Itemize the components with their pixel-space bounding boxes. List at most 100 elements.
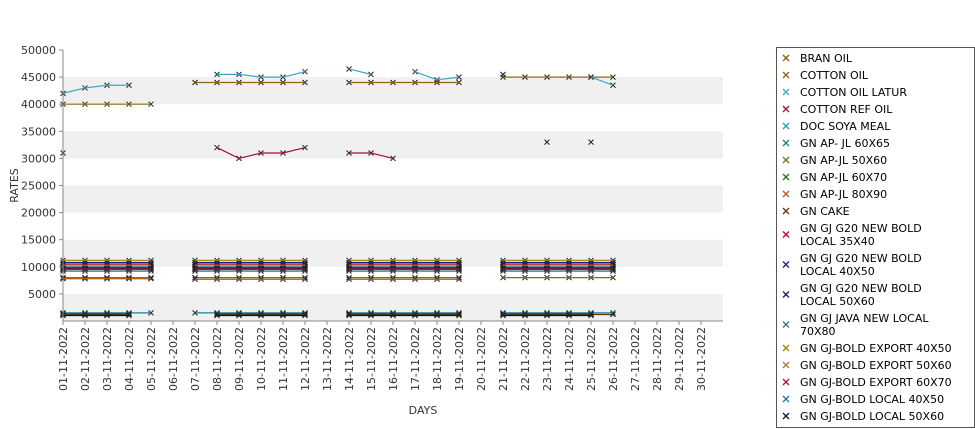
legend-marker bbox=[782, 207, 790, 215]
legend-marker bbox=[782, 291, 790, 298]
legend-label: GN GJ G20 NEW BOLD bbox=[800, 222, 922, 235]
legend-marker bbox=[782, 71, 790, 79]
legend-marker bbox=[782, 321, 790, 328]
legend-marker bbox=[782, 361, 790, 369]
x-axis-title: DAYS bbox=[409, 404, 438, 417]
data-point-marker bbox=[588, 139, 594, 145]
x-tick-label: 02-11-2022 bbox=[79, 327, 92, 391]
legend-marker bbox=[782, 88, 790, 96]
series-group bbox=[60, 275, 462, 283]
x-tick-label: 21-11-2022 bbox=[497, 327, 510, 391]
data-point-marker bbox=[544, 139, 550, 145]
legend-label: COTTON OIL LATUR bbox=[800, 86, 907, 99]
series-group bbox=[60, 311, 594, 317]
axes: 5000 10000 15000 20000 25000 30000 35000 40000 4… bbox=[21, 44, 723, 391]
x-tick-label: 11-11-2022 bbox=[277, 327, 290, 391]
y-tick-label: 50000 bbox=[21, 44, 56, 57]
grid-band bbox=[63, 131, 723, 159]
legend-label: GN GJ-BOLD EXPORT 40X50 bbox=[800, 342, 952, 355]
x-tick-label: 19-11-2022 bbox=[453, 327, 466, 391]
legend-marker bbox=[782, 378, 790, 386]
x-tick-label: 22-11-2022 bbox=[519, 327, 532, 391]
x-tick-label: 12-11-2022 bbox=[299, 327, 312, 391]
x-tick-label: 16-11-2022 bbox=[387, 327, 400, 391]
legend-label: GN AP-JL 80X90 bbox=[800, 188, 887, 201]
y-tick-label: 15000 bbox=[21, 234, 56, 247]
x-tick-label: 10-11-2022 bbox=[255, 327, 268, 391]
legend-label: LOCAL 35X40 bbox=[800, 235, 875, 248]
legend-label: GN CAKE bbox=[800, 205, 850, 218]
x-tick-label: 07-11-2022 bbox=[189, 327, 202, 391]
legend-marker bbox=[782, 156, 790, 164]
series-line bbox=[414, 71, 460, 81]
legend-marker bbox=[782, 173, 790, 181]
x-tick-label: 06-11-2022 bbox=[167, 327, 180, 391]
x-tick-label: 25-11-2022 bbox=[585, 327, 598, 391]
legend-label: GN AP- JL 60X65 bbox=[800, 137, 890, 150]
legend-label: COTTON OIL bbox=[800, 69, 869, 82]
x-tick-label: 14-11-2022 bbox=[343, 327, 356, 391]
y-tick-label: 25000 bbox=[21, 180, 56, 193]
legend-marker bbox=[782, 105, 790, 113]
y-tick-label: 5000 bbox=[28, 288, 56, 301]
series-line bbox=[348, 68, 372, 75]
legend-label: LOCAL 40X50 bbox=[800, 265, 875, 278]
y-tick-label: 45000 bbox=[21, 71, 56, 84]
series-line bbox=[216, 146, 306, 160]
series-line bbox=[590, 76, 614, 86]
legend-label: GN GJ JAVA NEW LOCAL bbox=[800, 312, 929, 325]
legend-label: GN GJ G20 NEW BOLD bbox=[800, 252, 922, 265]
x-tick-label: 23-11-2022 bbox=[541, 327, 554, 391]
x-tick-label: 17-11-2022 bbox=[409, 327, 422, 391]
x-tick-label: 20-11-2022 bbox=[475, 327, 488, 391]
grid-band bbox=[63, 185, 723, 213]
legend-label: GN GJ-BOLD EXPORT 60X70 bbox=[800, 376, 952, 389]
legend-label: DOC SOYA MEAL bbox=[800, 120, 891, 133]
legend-label: GN GJ G20 NEW BOLD bbox=[800, 282, 922, 295]
legend-label: BRAN OIL bbox=[800, 52, 853, 65]
x-tick-label: 30-11-2022 bbox=[695, 327, 708, 391]
x-tick-label: 04-11-2022 bbox=[123, 327, 136, 391]
x-tick-label: 08-11-2022 bbox=[211, 327, 224, 391]
series-group bbox=[60, 274, 616, 281]
y-tick-label: 20000 bbox=[21, 207, 56, 220]
legend-label: GN AP-JL 60X70 bbox=[800, 171, 887, 184]
series-line bbox=[217, 71, 306, 78]
series-group bbox=[60, 257, 616, 264]
legend-marker bbox=[782, 139, 790, 147]
series-line bbox=[62, 84, 129, 94]
legend-marker bbox=[782, 190, 790, 198]
legend-marker bbox=[782, 54, 790, 62]
series-group bbox=[60, 66, 616, 97]
y-tick-label: 30000 bbox=[21, 152, 56, 165]
grid-band bbox=[63, 77, 723, 105]
legend-label: COTTON REF OIL bbox=[800, 103, 893, 116]
legend-label: LOCAL 50X60 bbox=[800, 295, 875, 308]
legend: BRAN OIL COTTON OIL COTTON OIL LATUR COTTON… bbox=[776, 47, 975, 429]
legend-label: GN GJ-BOLD EXPORT 50X60 bbox=[800, 359, 952, 372]
x-tick-label: 27-11-2022 bbox=[629, 327, 642, 391]
legend-marker bbox=[782, 261, 790, 268]
x-tick-label: 24-11-2022 bbox=[563, 327, 576, 391]
series-group bbox=[60, 262, 616, 269]
series-layer bbox=[60, 66, 616, 319]
x-tick-label: 13-11-2022 bbox=[321, 327, 334, 391]
legend-box bbox=[776, 47, 975, 428]
grid-band bbox=[63, 293, 723, 321]
x-tick-label: 26-11-2022 bbox=[607, 327, 620, 391]
x-tick-label: 18-11-2022 bbox=[431, 327, 444, 391]
legend-marker bbox=[782, 395, 790, 403]
series-line bbox=[349, 152, 394, 159]
x-tick-label: 05-11-2022 bbox=[145, 327, 158, 391]
data-point-marker bbox=[500, 71, 506, 78]
legend-label: GN GJ-BOLD LOCAL 60X70 bbox=[800, 427, 944, 429]
y-tick-label: 35000 bbox=[21, 125, 56, 138]
series-group bbox=[60, 266, 616, 272]
y-axis-title: RATES bbox=[8, 168, 21, 203]
x-tick-label: 01-11-2022 bbox=[57, 327, 70, 391]
x-tick-label: 28-11-2022 bbox=[651, 327, 664, 391]
legend-label: 70X80 bbox=[800, 325, 836, 338]
y-tick-label: 10000 bbox=[21, 261, 56, 274]
series-group bbox=[60, 139, 594, 162]
